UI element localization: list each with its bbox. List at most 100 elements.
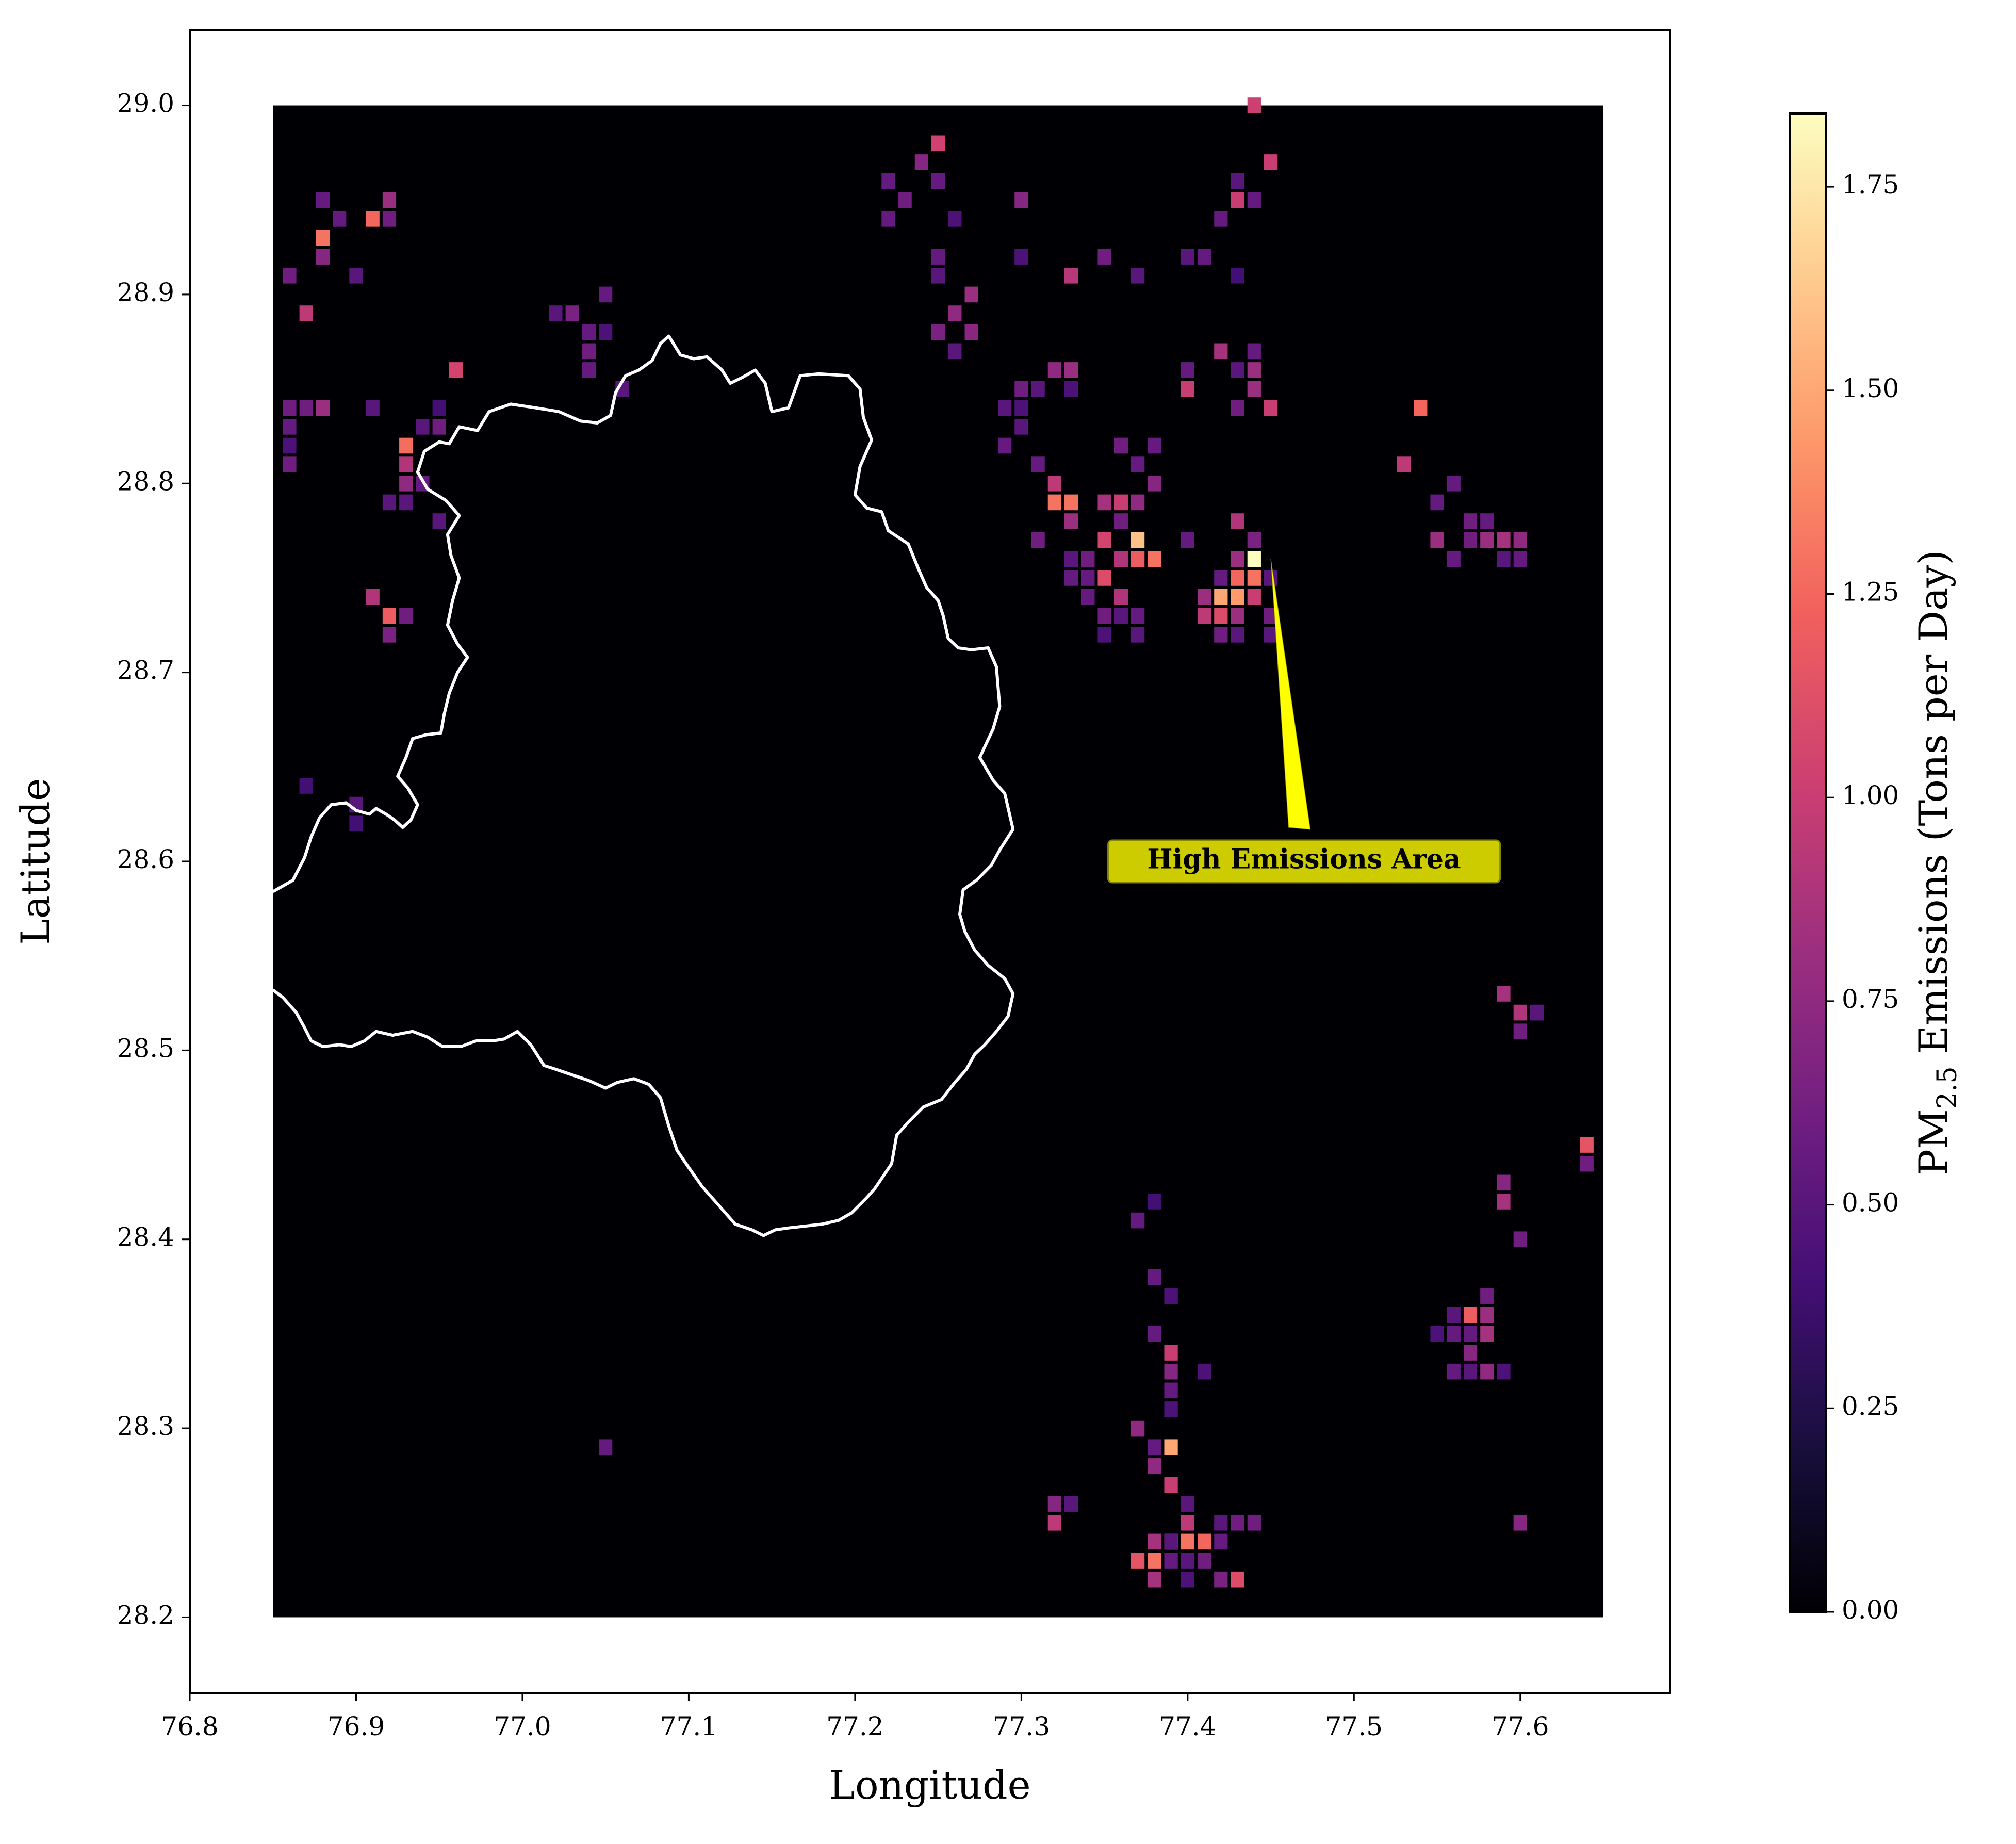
emission-cell (1014, 381, 1028, 397)
emission-cell (1097, 494, 1111, 511)
emission-cell (1164, 1477, 1178, 1493)
emission-cell (1214, 1571, 1228, 1588)
emission-cell (1480, 1326, 1494, 1342)
emission-cell (1164, 1345, 1178, 1361)
emission-cell (1430, 494, 1444, 511)
emission-cell (366, 211, 380, 227)
emission-cell (1480, 1288, 1494, 1304)
delhi-boundary-outline (272, 334, 1015, 1237)
emission-cell (1513, 1023, 1527, 1040)
x-tick-label: 77.3 (993, 1711, 1050, 1741)
emission-cell (898, 192, 912, 208)
emission-cell (1513, 551, 1527, 567)
emission-cell (1247, 97, 1261, 113)
emission-cell (1148, 551, 1161, 567)
emission-cell (948, 305, 962, 321)
emission-cell (1164, 1363, 1178, 1380)
emission-cell (1197, 1553, 1211, 1569)
emission-cell (382, 608, 397, 624)
emission-cell (1497, 1174, 1511, 1191)
emission-cell (1580, 1137, 1594, 1153)
emission-cell (1164, 1401, 1178, 1417)
emission-cell (299, 400, 313, 416)
emission-cell (1031, 381, 1045, 397)
emission-cell (1014, 249, 1028, 265)
colorbar-tick-label: 0.00 (1842, 1595, 1899, 1625)
y-tick-label: 28.4 (117, 1222, 174, 1252)
colorbar-gradient (1789, 112, 1827, 1613)
emission-cell (1231, 589, 1244, 605)
y-tick-label: 28.7 (117, 656, 174, 686)
emission-cell (1064, 570, 1078, 586)
emission-cell (399, 475, 413, 492)
colorbar-tick-label: 1.50 (1842, 373, 1899, 403)
emission-cell (1463, 1326, 1478, 1342)
y-axis-title: Latitude (12, 778, 58, 945)
emission-cell (366, 589, 380, 605)
emission-cell (1097, 570, 1111, 586)
emission-cell (283, 437, 297, 454)
emission-cell (1064, 513, 1078, 529)
emission-cell (382, 211, 397, 227)
y-tick-label: 28.8 (117, 466, 174, 496)
colorbar-tick-label: 1.25 (1842, 577, 1899, 607)
emission-cell (1214, 589, 1228, 605)
high-emissions-annotation: High Emissions Area (1107, 559, 1501, 884)
emission-cell (1064, 267, 1078, 284)
emission-cell (1231, 608, 1244, 624)
annotation-box (1107, 839, 1501, 884)
emission-cell (1097, 608, 1111, 624)
emission-cell (549, 305, 563, 321)
y-tick-label: 28.5 (117, 1033, 174, 1063)
emission-cell (1164, 1288, 1178, 1304)
emission-cell (1081, 570, 1095, 586)
colorbar-label: PM2.5 Emissions (Tons per Day) (1910, 550, 1963, 1176)
emission-cell (1181, 1571, 1194, 1588)
emission-cell (283, 400, 297, 416)
emission-cell (316, 400, 330, 416)
emission-cell (432, 419, 446, 435)
emission-cell (599, 1439, 613, 1456)
emission-cell (1197, 589, 1211, 605)
emission-cell (1064, 494, 1078, 511)
emission-cell (1247, 381, 1261, 397)
emission-cell (349, 267, 363, 284)
emission-cell (1197, 249, 1211, 265)
emission-cell (1247, 551, 1261, 567)
x-tick-label: 76.8 (161, 1711, 218, 1741)
emission-cell (1231, 513, 1244, 529)
emission-cell (1231, 551, 1244, 567)
emission-cell (1214, 608, 1228, 624)
emission-cell (1231, 267, 1244, 284)
y-axis-ticks: 28.2 28.3 28.4 28.5 28.6 28.7 28.8 28.9 29.0 (117, 89, 190, 1630)
emission-cell (1114, 494, 1128, 511)
emission-cell (449, 362, 463, 378)
emission-cell (914, 154, 928, 170)
emission-cell (399, 456, 413, 472)
emission-cell (1148, 1326, 1161, 1342)
emission-cell (1064, 362, 1078, 378)
y-tick-label: 28.9 (117, 278, 174, 307)
emission-cell (1447, 551, 1461, 567)
emission-cell (1031, 456, 1045, 472)
emission-cell (1181, 1496, 1194, 1512)
emission-cell (1047, 1514, 1061, 1531)
emission-cell (1197, 1363, 1211, 1380)
emission-cell (399, 494, 413, 511)
emission-cell (1497, 532, 1511, 548)
colorbar-label-main: PM (1910, 1109, 1956, 1176)
emission-cell (881, 211, 895, 227)
emission-cell (382, 192, 397, 208)
emission-cell (1031, 532, 1045, 548)
emission-cell (1130, 627, 1145, 643)
colorbar-ticks: 0.00 0.25 0.50 0.75 1.00 1.25 1.50 1.75 (1826, 170, 1899, 1625)
x-axis-title: Longitude (829, 1762, 1030, 1808)
colorbar-tick-label: 1.75 (1842, 170, 1899, 200)
emission-cell (1130, 1553, 1145, 1569)
emission-cell (1231, 192, 1244, 208)
emission-cell (1480, 1307, 1494, 1323)
emission-cell (1181, 1553, 1194, 1569)
emission-cell (1114, 551, 1128, 567)
emission-cell (1047, 1496, 1061, 1512)
emission-cell (1081, 551, 1095, 567)
